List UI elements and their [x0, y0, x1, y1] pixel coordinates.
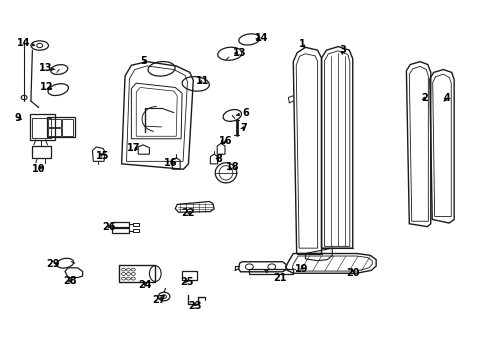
Text: 11: 11 [196, 76, 209, 86]
Bar [112, 222, 129, 226]
Text: 8: 8 [215, 154, 222, 164]
Text: 23: 23 [187, 301, 201, 311]
Text: 4: 4 [443, 93, 449, 103]
Text: 9: 9 [14, 113, 21, 123]
Text: 13: 13 [232, 48, 246, 58]
Text: 7: 7 [240, 123, 246, 133]
Bar [62, 119, 73, 135]
Text: 16: 16 [219, 136, 232, 146]
Text: 12: 12 [40, 82, 54, 93]
Text: 20: 20 [346, 267, 359, 278]
Text: 14: 14 [17, 38, 35, 48]
Text: 28: 28 [63, 276, 77, 286]
Text: 24: 24 [138, 280, 151, 290]
Text: 25: 25 [180, 277, 193, 287]
Text: 17: 17 [126, 143, 140, 153]
Bar [182, 271, 196, 280]
Text: 14: 14 [254, 33, 268, 43]
Bar [119, 265, 155, 282]
Bar [133, 223, 139, 226]
Bar [32, 118, 51, 138]
Text: 10: 10 [32, 163, 45, 174]
Text: 3: 3 [339, 45, 346, 55]
Bar [30, 114, 55, 140]
Text: 2: 2 [421, 93, 427, 103]
Bar [32, 146, 51, 158]
Bar [48, 119, 61, 127]
Text: 19: 19 [295, 264, 308, 274]
Text: 16: 16 [163, 158, 177, 168]
Bar [133, 229, 139, 232]
Text: 27: 27 [152, 295, 165, 305]
Text: 29: 29 [46, 259, 60, 269]
Text: 6: 6 [236, 108, 248, 118]
Text: 18: 18 [225, 162, 239, 172]
Text: 5: 5 [140, 56, 146, 66]
Text: 13: 13 [39, 63, 55, 73]
Bar [48, 128, 61, 135]
Text: 15: 15 [96, 150, 110, 161]
Text: 21: 21 [264, 270, 286, 283]
Text: 1: 1 [298, 39, 305, 49]
Text: 26: 26 [102, 222, 116, 231]
Bar [47, 117, 75, 137]
Bar [112, 228, 129, 233]
Text: 22: 22 [182, 208, 195, 218]
